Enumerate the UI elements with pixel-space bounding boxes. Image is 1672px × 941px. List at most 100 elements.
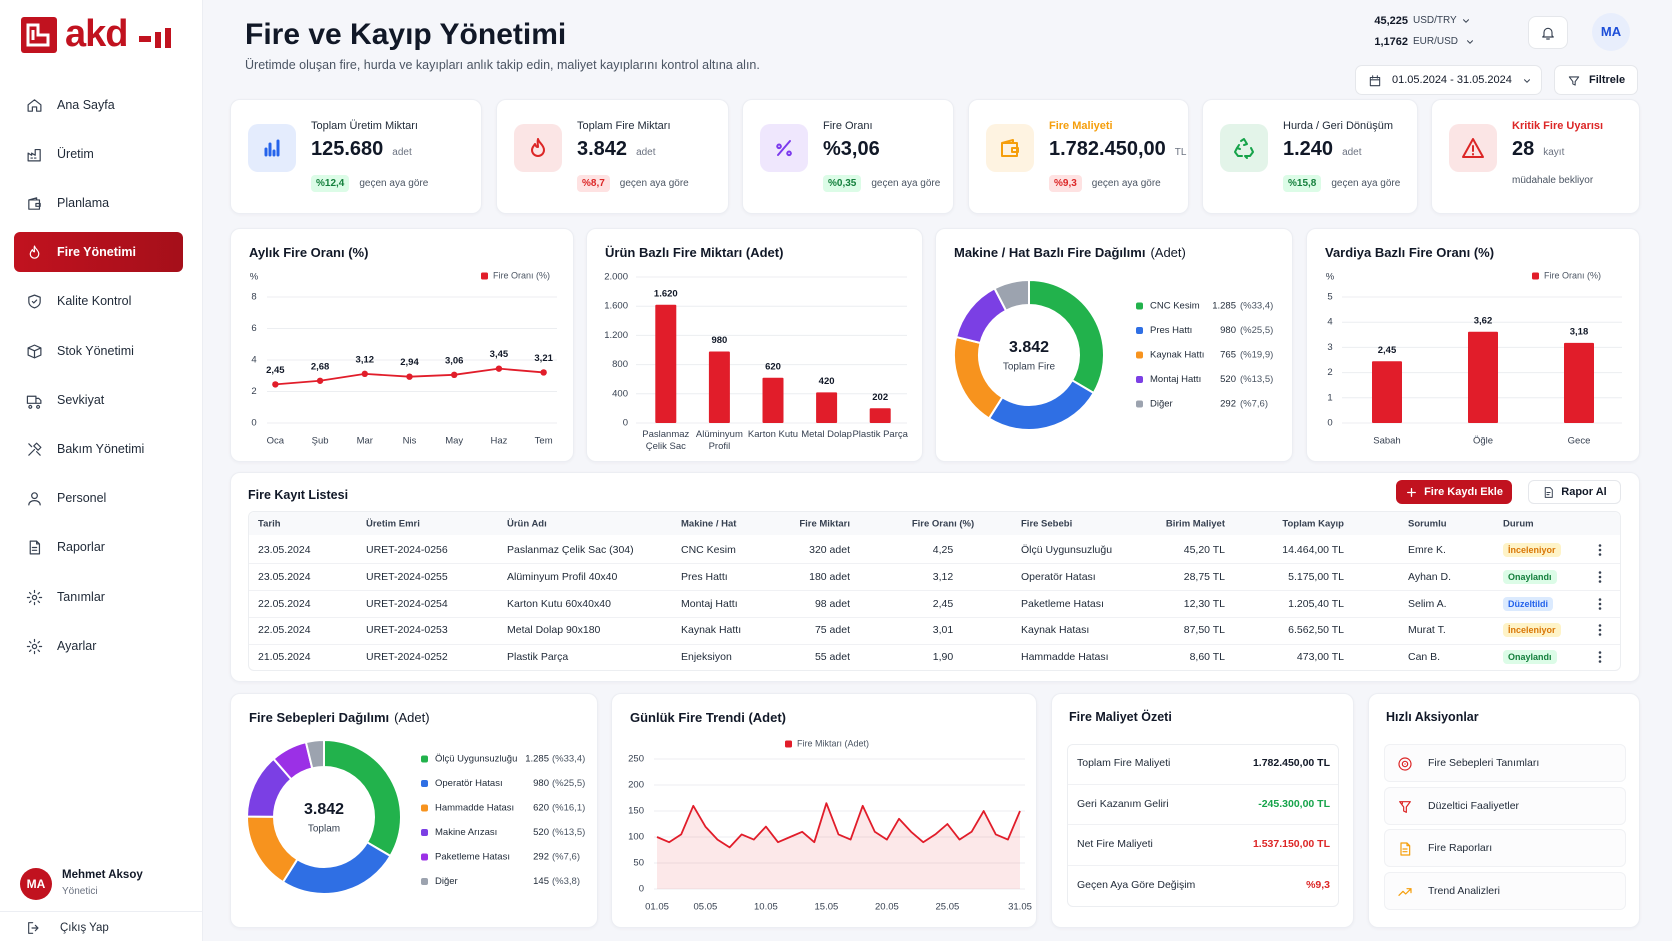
row-menu[interactable] <box>1597 597 1603 611</box>
rate-row[interactable]: 1,1762 EUR/USD <box>1360 33 1480 51</box>
logout[interactable]: Çıkış Yap <box>24 918 174 938</box>
point <box>361 370 368 378</box>
bar <box>869 408 891 423</box>
menu-dot <box>1598 570 1602 574</box>
quick-action[interactable]: Fire Sebepleri Tanımları <box>1384 744 1626 782</box>
kpi-note: geçen aya göre <box>871 178 941 189</box>
nav-item[interactable]: Tanımlar <box>14 577 183 617</box>
nav-label: Personel <box>57 491 107 506</box>
y-tick-label: 0 <box>1327 418 1332 429</box>
report-button[interactable]: Rapor Al <box>1528 480 1621 504</box>
add-record-button[interactable]: Fire Kaydı Ekle <box>1396 480 1512 504</box>
quick-action[interactable]: Düzeltici Faaliyetler <box>1384 786 1626 825</box>
kpi-icon-glyph <box>776 140 792 157</box>
y-tick-label: 2.000 <box>604 272 628 283</box>
kpi-card: Fire Maliyeti 1.782.450,00 TL %9,3 geçen aya… <box>968 99 1189 214</box>
table-cell: Emre K. <box>1408 544 1446 556</box>
nav-item[interactable]: Bakım Yönetimi <box>14 429 183 469</box>
chart-card: Aylık Fire Oranı (%)% 0 2 4 6 8 Oca Şub Mar Nis Ma… <box>230 228 574 462</box>
nav-item[interactable]: Sevkiyat <box>14 380 183 420</box>
icon <box>28 197 41 210</box>
value-label: 202 <box>872 392 888 403</box>
nav-item[interactable]: Personel <box>14 478 183 518</box>
cost-label: Geçen Aya Göre Değişim <box>1077 879 1196 892</box>
kpi-icon-glyph <box>1001 139 1019 157</box>
kpi-change: %8,7 <box>577 175 610 192</box>
quick-action[interactable]: Trend Analizleri <box>1384 872 1626 911</box>
chart-title-text: Günlük Fire Trendi (Adet) <box>630 710 786 725</box>
icon <box>28 294 41 309</box>
nav-item[interactable]: Fire Yönetimi <box>14 232 183 273</box>
logout-label: Çıkış Yap <box>60 922 109 934</box>
nav-item[interactable]: Üretim <box>14 134 183 174</box>
divider <box>0 911 203 912</box>
chart-card: Günlük Fire Trendi (Adet) 0 50 100 150 200 250… <box>611 693 1037 928</box>
icon-path <box>29 540 41 555</box>
table-cell: 23.05.2024 <box>258 570 311 583</box>
nav-item[interactable]: Ayarlar <box>14 626 183 666</box>
table-cell: Paketleme Hatası <box>1021 597 1104 610</box>
icon-path <box>1369 75 1381 87</box>
value-label: 3,12 <box>356 354 375 365</box>
value-label: 620 <box>765 361 781 372</box>
rate-value: 1,1762 <box>1374 36 1408 48</box>
kpi-icon-bg <box>1220 124 1268 172</box>
x-tick-label: 20.05 <box>875 902 899 913</box>
date-range[interactable]: 01.05.2024 - 31.05.2024 <box>1355 65 1542 95</box>
legend-label: Pres Hattı <box>1150 325 1192 336</box>
icon-path <box>28 197 41 210</box>
chart-title: Aylık Fire Oranı (%) <box>249 245 368 260</box>
menu-dot <box>1598 651 1602 654</box>
quick-action[interactable]: Fire Raporları <box>1384 829 1626 868</box>
nav-item[interactable]: Ana Sayfa <box>14 85 183 125</box>
header-avatar[interactable]: MA <box>1592 13 1630 51</box>
value-label: 3,45 <box>490 349 509 360</box>
icon <box>29 245 40 259</box>
legend-label: Operatör Hatası <box>435 778 503 789</box>
table-cell: Selim A. <box>1408 597 1447 610</box>
nav-item[interactable]: Raporlar <box>14 527 183 567</box>
icon <box>1542 27 1554 40</box>
table-cell: URET-2024-0255 <box>366 570 448 583</box>
icon-path <box>29 245 40 259</box>
status-badge: Onaylandı <box>1503 650 1557 665</box>
icon <box>28 442 42 456</box>
icon <box>27 344 42 358</box>
rate-row[interactable]: 45,225 USD/TRY <box>1360 12 1480 30</box>
legend-percent: (%25,5) <box>552 778 585 789</box>
cost-label: Toplam Fire Maliyeti <box>1077 757 1171 769</box>
row-menu[interactable] <box>1597 543 1603 557</box>
legend-swatch <box>1136 400 1143 408</box>
table-cell: 5.175,00 TL <box>1288 570 1344 583</box>
y-tick-label: 250 <box>628 754 644 765</box>
nav-item[interactable]: Planlama <box>14 183 183 223</box>
legend-percent: (%33,4) <box>552 754 585 765</box>
icon-path <box>1542 27 1554 40</box>
icon <box>27 148 41 162</box>
table-cell: 320 adet <box>809 544 850 556</box>
kpi-icon-bg <box>986 124 1034 172</box>
row-menu[interactable] <box>1597 650 1603 664</box>
legend-percent: (%7,6) <box>552 852 580 863</box>
table-cell: Metal Dolap 90x180 <box>507 624 601 637</box>
donut-segment <box>993 278 1030 312</box>
row-menu[interactable] <box>1597 570 1603 584</box>
legend-swatch <box>421 780 428 787</box>
y-tick-label: 4 <box>251 355 256 366</box>
icon-path <box>1234 138 1254 159</box>
y-tick-label: 400 <box>612 388 628 399</box>
legend-percent: (%3,8) <box>552 876 580 887</box>
icon-path <box>26 638 43 654</box>
filter-button[interactable]: Filtrele <box>1554 65 1638 95</box>
logo: akd <box>19 13 179 58</box>
nav-item[interactable]: Kalite Kontrol <box>14 281 183 321</box>
icon-path <box>28 922 39 934</box>
y-tick-label: 1 <box>1327 392 1332 403</box>
row-menu[interactable] <box>1597 623 1603 637</box>
x-tick-label: Plastik Parça <box>852 429 908 440</box>
notifications[interactable] <box>1528 16 1568 49</box>
nav-item[interactable]: Stok Yönetimi <box>14 331 183 371</box>
nav-label: Ayarlar <box>57 638 97 653</box>
icon <box>26 638 43 654</box>
page-title: Fire ve Kayıp Yönetimi <box>245 18 567 51</box>
